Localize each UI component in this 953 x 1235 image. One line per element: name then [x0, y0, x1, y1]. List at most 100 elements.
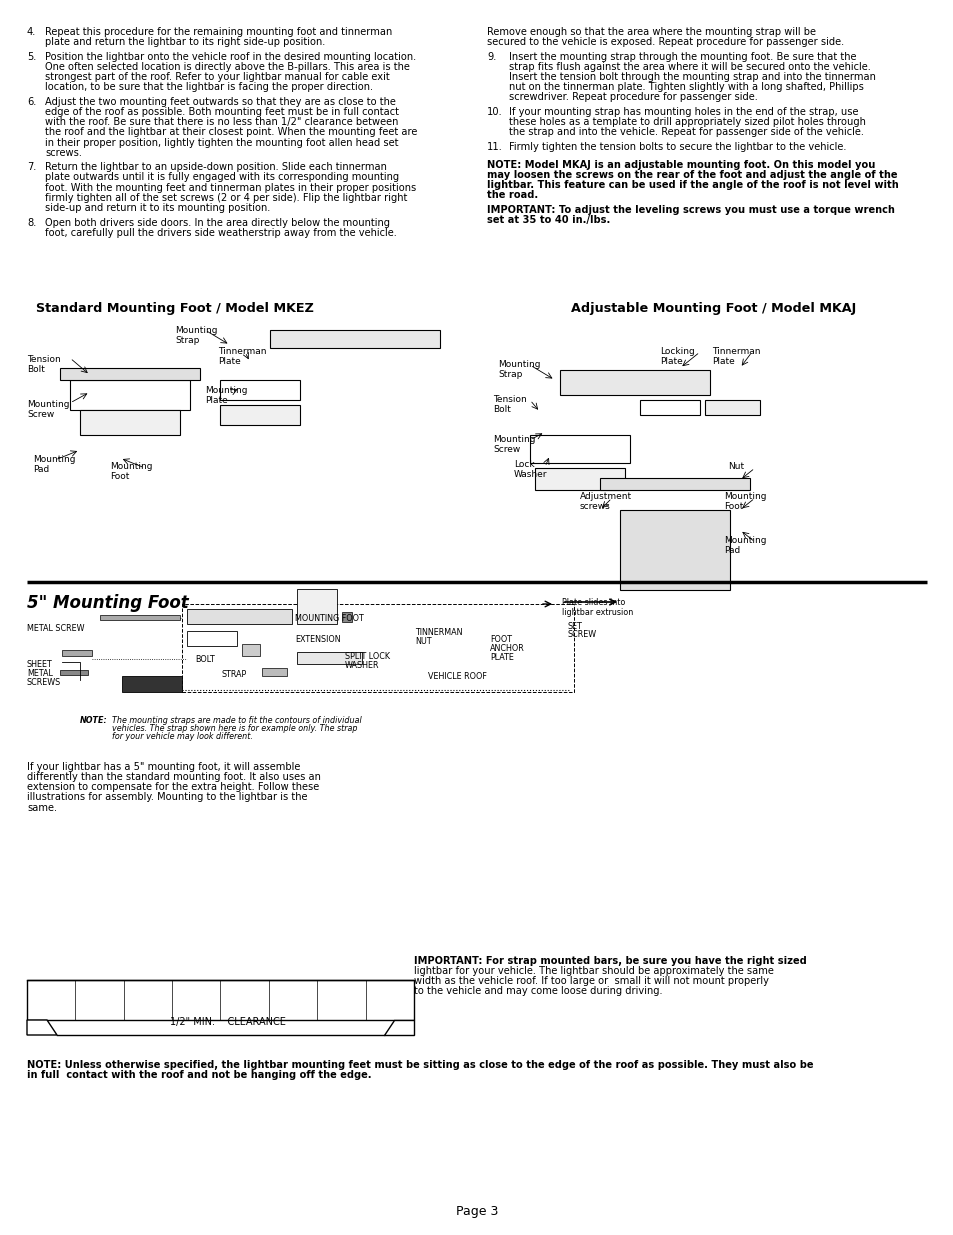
Text: VEHICLE ROOF: VEHICLE ROOF	[428, 672, 486, 680]
Bar	[80, 410, 180, 435]
Text: the strap and into the vehicle. Repeat for passenger side of the vehicle.: the strap and into the vehicle. Repeat f…	[509, 127, 863, 137]
Text: location, to be sure that the lightbar is facing the proper direction.: location, to be sure that the lightbar i…	[45, 83, 373, 93]
Bar	[262, 668, 287, 676]
Bar	[100, 615, 180, 620]
Text: differently than the standard mounting foot. It also uses an: differently than the standard mounting f…	[27, 772, 320, 782]
Text: in their proper position, lightly tighten the mounting foot allen head set: in their proper position, lightly tighte…	[45, 137, 398, 147]
Text: with the roof. Be sure that there is no less than 1/2" clearance between: with the roof. Be sure that there is no …	[45, 117, 398, 127]
Text: lightbar extrusion: lightbar extrusion	[561, 608, 633, 618]
Bar	[27, 981, 414, 1020]
Bar	[296, 652, 361, 664]
Text: If your lightbar has a 5" mounting foot, it will assemble: If your lightbar has a 5" mounting foot,…	[27, 762, 300, 772]
Bar	[220, 405, 299, 425]
Bar	[182, 604, 574, 692]
Text: the roof and the lightbar at their closest point. When the mounting feet are: the roof and the lightbar at their close…	[45, 127, 417, 137]
Text: NOTE: Model MKAJ is an adjustable mounting foot. On this model you: NOTE: Model MKAJ is an adjustable mounti…	[486, 159, 875, 169]
Text: Mounting
Foot: Mounting Foot	[723, 492, 765, 511]
Text: Mounting
Plate: Mounting Plate	[205, 387, 247, 405]
Text: SHEET: SHEET	[27, 659, 52, 669]
Bar	[341, 613, 352, 622]
Bar	[270, 330, 439, 348]
Text: 11.: 11.	[486, 142, 502, 152]
Text: lightbar. This feature can be used if the angle of the roof is not level with: lightbar. This feature can be used if th…	[486, 180, 898, 190]
Text: 5.: 5.	[27, 52, 36, 62]
Text: illustrations for assembly. Mounting to the lightbar is the: illustrations for assembly. Mounting to …	[27, 793, 307, 803]
Bar	[242, 643, 260, 656]
Text: these holes as a template to drill appropriately sized pilot holes through: these holes as a template to drill appro…	[509, 117, 865, 127]
Text: TINNERMAN: TINNERMAN	[415, 629, 462, 637]
Text: WASHER: WASHER	[345, 661, 379, 671]
Bar	[187, 631, 236, 646]
Text: If your mounting strap has mounting holes in the end of the strap, use: If your mounting strap has mounting hole…	[509, 107, 858, 117]
Text: Tension
Bolt: Tension Bolt	[27, 354, 61, 374]
Text: SPLIT LOCK: SPLIT LOCK	[345, 652, 390, 661]
Bar	[220, 380, 299, 400]
Text: Page 3: Page 3	[456, 1205, 497, 1218]
Bar	[639, 400, 700, 415]
Text: firmly tighten all of the set screws (2 or 4 per side). Flip the lightbar right: firmly tighten all of the set screws (2 …	[45, 193, 407, 203]
Text: Adjustment
screws: Adjustment screws	[579, 492, 632, 511]
Text: 9.: 9.	[486, 52, 496, 62]
Text: screwdriver. Repeat procedure for passenger side.: screwdriver. Repeat procedure for passen…	[509, 93, 757, 103]
Text: SCREW: SCREW	[567, 630, 597, 638]
Text: Insert the mounting strap through the mounting foot. Be sure that the: Insert the mounting strap through the mo…	[509, 52, 856, 62]
Text: in full  contact with the roof and not be hanging off the edge.: in full contact with the roof and not be…	[27, 1071, 371, 1081]
Text: vehicles. The strap shown here is for example only. The strap: vehicles. The strap shown here is for ex…	[112, 724, 357, 732]
Text: plate outwards until it is fully engaged with its corresponding mounting: plate outwards until it is fully engaged…	[45, 173, 398, 183]
Text: MOUNTING FOOT: MOUNTING FOOT	[294, 614, 363, 622]
Text: 1/2" MIN.    CLEARANCE: 1/2" MIN. CLEARANCE	[170, 1016, 286, 1028]
Bar	[60, 671, 88, 676]
Text: Open both drivers side doors. In the area directly below the mounting: Open both drivers side doors. In the are…	[45, 217, 390, 227]
Text: Repeat this procedure for the remaining mounting foot and tinnerman: Repeat this procedure for the remaining …	[45, 27, 392, 37]
Text: secured to the vehicle is exposed. Repeat procedure for passenger side.: secured to the vehicle is exposed. Repea…	[486, 37, 843, 47]
Text: Adjustable Mounting Foot / Model MKAJ: Adjustable Mounting Foot / Model MKAJ	[571, 303, 856, 315]
Text: IMPORTANT: To adjust the leveling screws you must use a torque wrench: IMPORTANT: To adjust the leveling screws…	[486, 205, 894, 215]
Text: the road.: the road.	[486, 190, 537, 200]
Text: ANCHOR: ANCHOR	[490, 643, 524, 653]
Text: 7.: 7.	[27, 162, 36, 173]
Text: NOTE:: NOTE:	[80, 716, 108, 725]
Text: Mounting
Strap: Mounting Strap	[497, 359, 540, 379]
Bar	[62, 650, 91, 656]
Polygon shape	[384, 1020, 414, 1035]
Text: 5" Mounting Foot: 5" Mounting Foot	[27, 594, 189, 613]
Text: extension to compensate for the extra height. Follow these: extension to compensate for the extra he…	[27, 782, 319, 793]
Text: width as the vehicle roof. If too large or  small it will not mount properly: width as the vehicle roof. If too large …	[414, 977, 768, 987]
Text: Mounting
Foot: Mounting Foot	[110, 462, 152, 482]
Text: foot. With the mounting feet and tinnerman plates in their proper positions: foot. With the mounting feet and tinnerm…	[45, 183, 416, 193]
Text: Mounting
Screw: Mounting Screw	[493, 435, 535, 454]
Text: Position the lightbar onto the vehicle roof in the desired mounting location.: Position the lightbar onto the vehicle r…	[45, 52, 416, 62]
Text: edge of the roof as possible. Both mounting feet must be in full contact: edge of the roof as possible. Both mount…	[45, 107, 398, 117]
Bar	[559, 370, 709, 395]
Text: foot, carefully pull the drivers side weatherstrip away from the vehicle.: foot, carefully pull the drivers side we…	[45, 227, 396, 237]
Text: Nut: Nut	[727, 462, 743, 471]
Text: Remove enough so that the area where the mounting strap will be: Remove enough so that the area where the…	[486, 27, 815, 37]
Bar	[60, 368, 200, 380]
Text: Locking
Plate: Locking Plate	[659, 347, 694, 367]
Text: Firmly tighten the tension bolts to secure the lightbar to the vehicle.: Firmly tighten the tension bolts to secu…	[509, 142, 845, 152]
Text: EXTENSION: EXTENSION	[294, 635, 340, 643]
Text: strap fits flush against the area where it will be secured onto the vehicle.: strap fits flush against the area where …	[509, 62, 870, 72]
Bar	[530, 435, 629, 463]
Text: METAL: METAL	[27, 669, 52, 678]
Text: screws.: screws.	[45, 148, 82, 158]
Text: to the vehicle and may come loose during driving.: to the vehicle and may come loose during…	[414, 987, 662, 997]
Bar	[187, 609, 292, 624]
Text: Mounting
Pad: Mounting Pad	[723, 536, 765, 556]
Text: Tinnerman
Plate: Tinnerman Plate	[218, 347, 266, 367]
Text: SET: SET	[567, 622, 582, 631]
Text: Return the lightbar to an upside-down position. Slide each tinnerman: Return the lightbar to an upside-down po…	[45, 162, 387, 173]
Text: for your vehicle may look different.: for your vehicle may look different.	[112, 731, 253, 741]
Text: plate and return the lightbar to its right side-up position.: plate and return the lightbar to its rig…	[45, 37, 325, 47]
Polygon shape	[122, 676, 182, 692]
Text: strongest part of the roof. Refer to your lightbar manual for cable exit: strongest part of the roof. Refer to you…	[45, 72, 390, 82]
Bar	[535, 468, 624, 490]
Bar	[70, 380, 190, 410]
Text: METAL SCREW: METAL SCREW	[27, 624, 85, 634]
Text: SCREWS: SCREWS	[27, 678, 61, 687]
Text: Tinnerman
Plate: Tinnerman Plate	[711, 347, 760, 367]
Text: 8.: 8.	[27, 217, 36, 227]
Text: set at 35 to 40 in./lbs.: set at 35 to 40 in./lbs.	[486, 215, 610, 226]
Bar	[296, 589, 336, 624]
Text: same.: same.	[27, 803, 57, 813]
